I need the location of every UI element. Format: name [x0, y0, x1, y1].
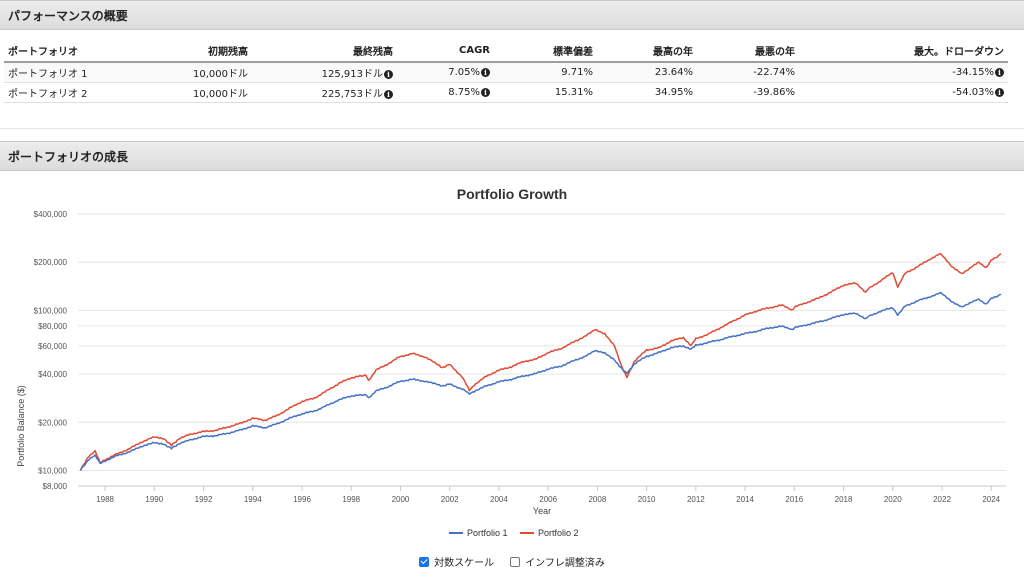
col-header-cagr: CAGR — [397, 40, 494, 63]
x-tick-label: 2016 — [785, 495, 803, 504]
cell-cagr: 8.75% i — [397, 82, 494, 103]
y-tick-label: $60,000 — [38, 342, 67, 351]
performance-summary-title: パフォーマンスの概要 — [8, 8, 128, 23]
inflation-adjusted-toggle[interactable]: インフレ調整済み — [510, 554, 605, 569]
cell-final-balance: 125,913ドル i — [252, 62, 397, 83]
cell-stdev: 9.71% — [494, 62, 597, 83]
chart-title: Portfolio Growth — [457, 186, 567, 202]
x-tick-label: 2012 — [687, 495, 705, 504]
cell-worst-year: -22.74% — [697, 62, 799, 83]
section-divider — [0, 128, 1024, 129]
x-tick-label: 2020 — [884, 495, 902, 504]
info-circle-icon[interactable]: i — [995, 87, 1004, 97]
x-tick-label: 1990 — [145, 495, 163, 504]
col-header-initial: 初期残高 — [114, 40, 252, 63]
cell-best-year: 23.64% — [597, 62, 697, 83]
legend-label: Portfolio 2 — [538, 528, 579, 538]
table-row: ポートフォリオ 1 10,000ドル 125,913ドル i 7.05% i 9.7… — [4, 62, 1008, 83]
x-tick-label: 2024 — [982, 495, 1000, 504]
x-tick-label: 2004 — [490, 495, 508, 504]
x-tick-label: 2006 — [539, 495, 557, 504]
x-tick-label: 1992 — [195, 495, 213, 504]
cell-initial-balance: 10,000ドル — [114, 62, 252, 83]
info-circle-icon[interactable]: i — [995, 67, 1004, 77]
y-axis-label: Portfolio Balance ($) — [16, 385, 26, 467]
inflation-adjusted-checkbox[interactable] — [510, 556, 521, 567]
x-axis-label: Year — [533, 506, 551, 516]
inflation-adjusted-label: インフレ調整済み — [525, 558, 605, 569]
col-header-best-year: 最高の年 — [597, 40, 697, 63]
x-tick-label: 1996 — [293, 495, 311, 504]
info-circle-icon[interactable]: i — [481, 87, 490, 97]
performance-table-header-row: ポートフォリオ 初期残高 最終残高 CAGR 標準偏差 最高の年 最悪の年 最大… — [4, 40, 1008, 63]
log-scale-checkbox[interactable] — [419, 556, 430, 567]
cell-cagr: 7.05% i — [397, 62, 494, 83]
table-row: ポートフォリオ 2 10,000ドル 225,753ドル i 8.75% i 15.… — [4, 82, 1008, 103]
x-tick-label: 2000 — [392, 495, 410, 504]
cell-stdev: 15.31% — [494, 82, 597, 103]
info-circle-icon[interactable]: i — [481, 67, 490, 77]
col-header-max-drawdown: 最大。ドローダウン — [799, 40, 1008, 63]
portfolio-growth-title: ポートフォリオの成長 — [8, 149, 129, 164]
cell-portfolio-name: ポートフォリオ 1 — [4, 62, 114, 83]
chart-gridlines — [78, 213, 1006, 487]
legend-label: Portfolio 1 — [467, 528, 508, 538]
cell-initial-balance: 10,000ドル — [114, 82, 252, 103]
portfolio-growth-chart: Portfolio Growth $8,000 $10,000 $20,000 $40… — [16, 186, 1006, 538]
y-tick-label: $40,000 — [38, 370, 67, 379]
y-tick-label: $200,000 — [34, 258, 68, 267]
cell-best-year: 34.95% — [597, 82, 697, 103]
x-tick-label: 1988 — [96, 495, 114, 504]
chart-series — [79, 252, 1002, 471]
cell-portfolio-name: ポートフォリオ 2 — [4, 82, 114, 103]
info-circle-icon[interactable]: i — [384, 89, 393, 99]
log-scale-toggle[interactable]: 対数スケール — [419, 554, 494, 569]
col-header-final: 最終残高 — [252, 40, 397, 63]
x-tick-label: 2002 — [441, 495, 459, 504]
cell-max-drawdown: -34.15% i — [799, 62, 1008, 83]
x-tick-label: 2022 — [933, 495, 951, 504]
cell-worst-year: -39.86% — [697, 82, 799, 103]
y-tick-label: $20,000 — [38, 418, 67, 427]
performance-table: ポートフォリオ 初期残高 最終残高 CAGR 標準偏差 最高の年 最悪の年 最大… — [4, 40, 1008, 103]
cell-max-drawdown: -54.03% i — [799, 82, 1008, 103]
cell-final-balance: 225,753ドル i — [252, 82, 397, 103]
y-axis: $8,000 $10,000 $20,000 $40,000 $60,000 $80,00… — [34, 210, 68, 491]
portfolio-growth-header: ポートフォリオの成長 — [0, 141, 1024, 171]
chart-legend: Portfolio 1 Portfolio 2 — [449, 528, 579, 538]
y-tick-label: $80,000 — [38, 322, 67, 331]
y-tick-label: $400,000 — [34, 210, 68, 219]
col-header-portfolio: ポートフォリオ — [4, 40, 114, 63]
x-tick-label: 2014 — [736, 495, 754, 504]
chart-options: 対数スケール インフレ調整済み — [0, 554, 1024, 569]
y-tick-label: $8,000 — [43, 482, 68, 491]
info-circle-icon[interactable]: i — [384, 69, 393, 79]
x-tick-label: 1998 — [342, 495, 360, 504]
x-tick-label: 2018 — [835, 495, 853, 504]
x-axis: 1988 1990 1992 1994 1996 1998 2000 2002 2004 2006… — [78, 485, 1006, 504]
col-header-worst-year: 最悪の年 — [697, 40, 799, 63]
series-line-portfolio-1 — [79, 291, 1002, 471]
col-header-stdev: 標準偏差 — [494, 40, 597, 63]
series-line-portfolio-2 — [79, 252, 1002, 471]
x-tick-label: 2010 — [638, 495, 656, 504]
performance-summary-header: パフォーマンスの概要 — [0, 0, 1024, 30]
log-scale-label: 対数スケール — [434, 558, 495, 569]
x-tick-label: 1994 — [244, 495, 262, 504]
x-tick-label: 2008 — [588, 495, 606, 504]
y-tick-label: $10,000 — [38, 466, 67, 475]
y-tick-label: $100,000 — [34, 306, 68, 315]
